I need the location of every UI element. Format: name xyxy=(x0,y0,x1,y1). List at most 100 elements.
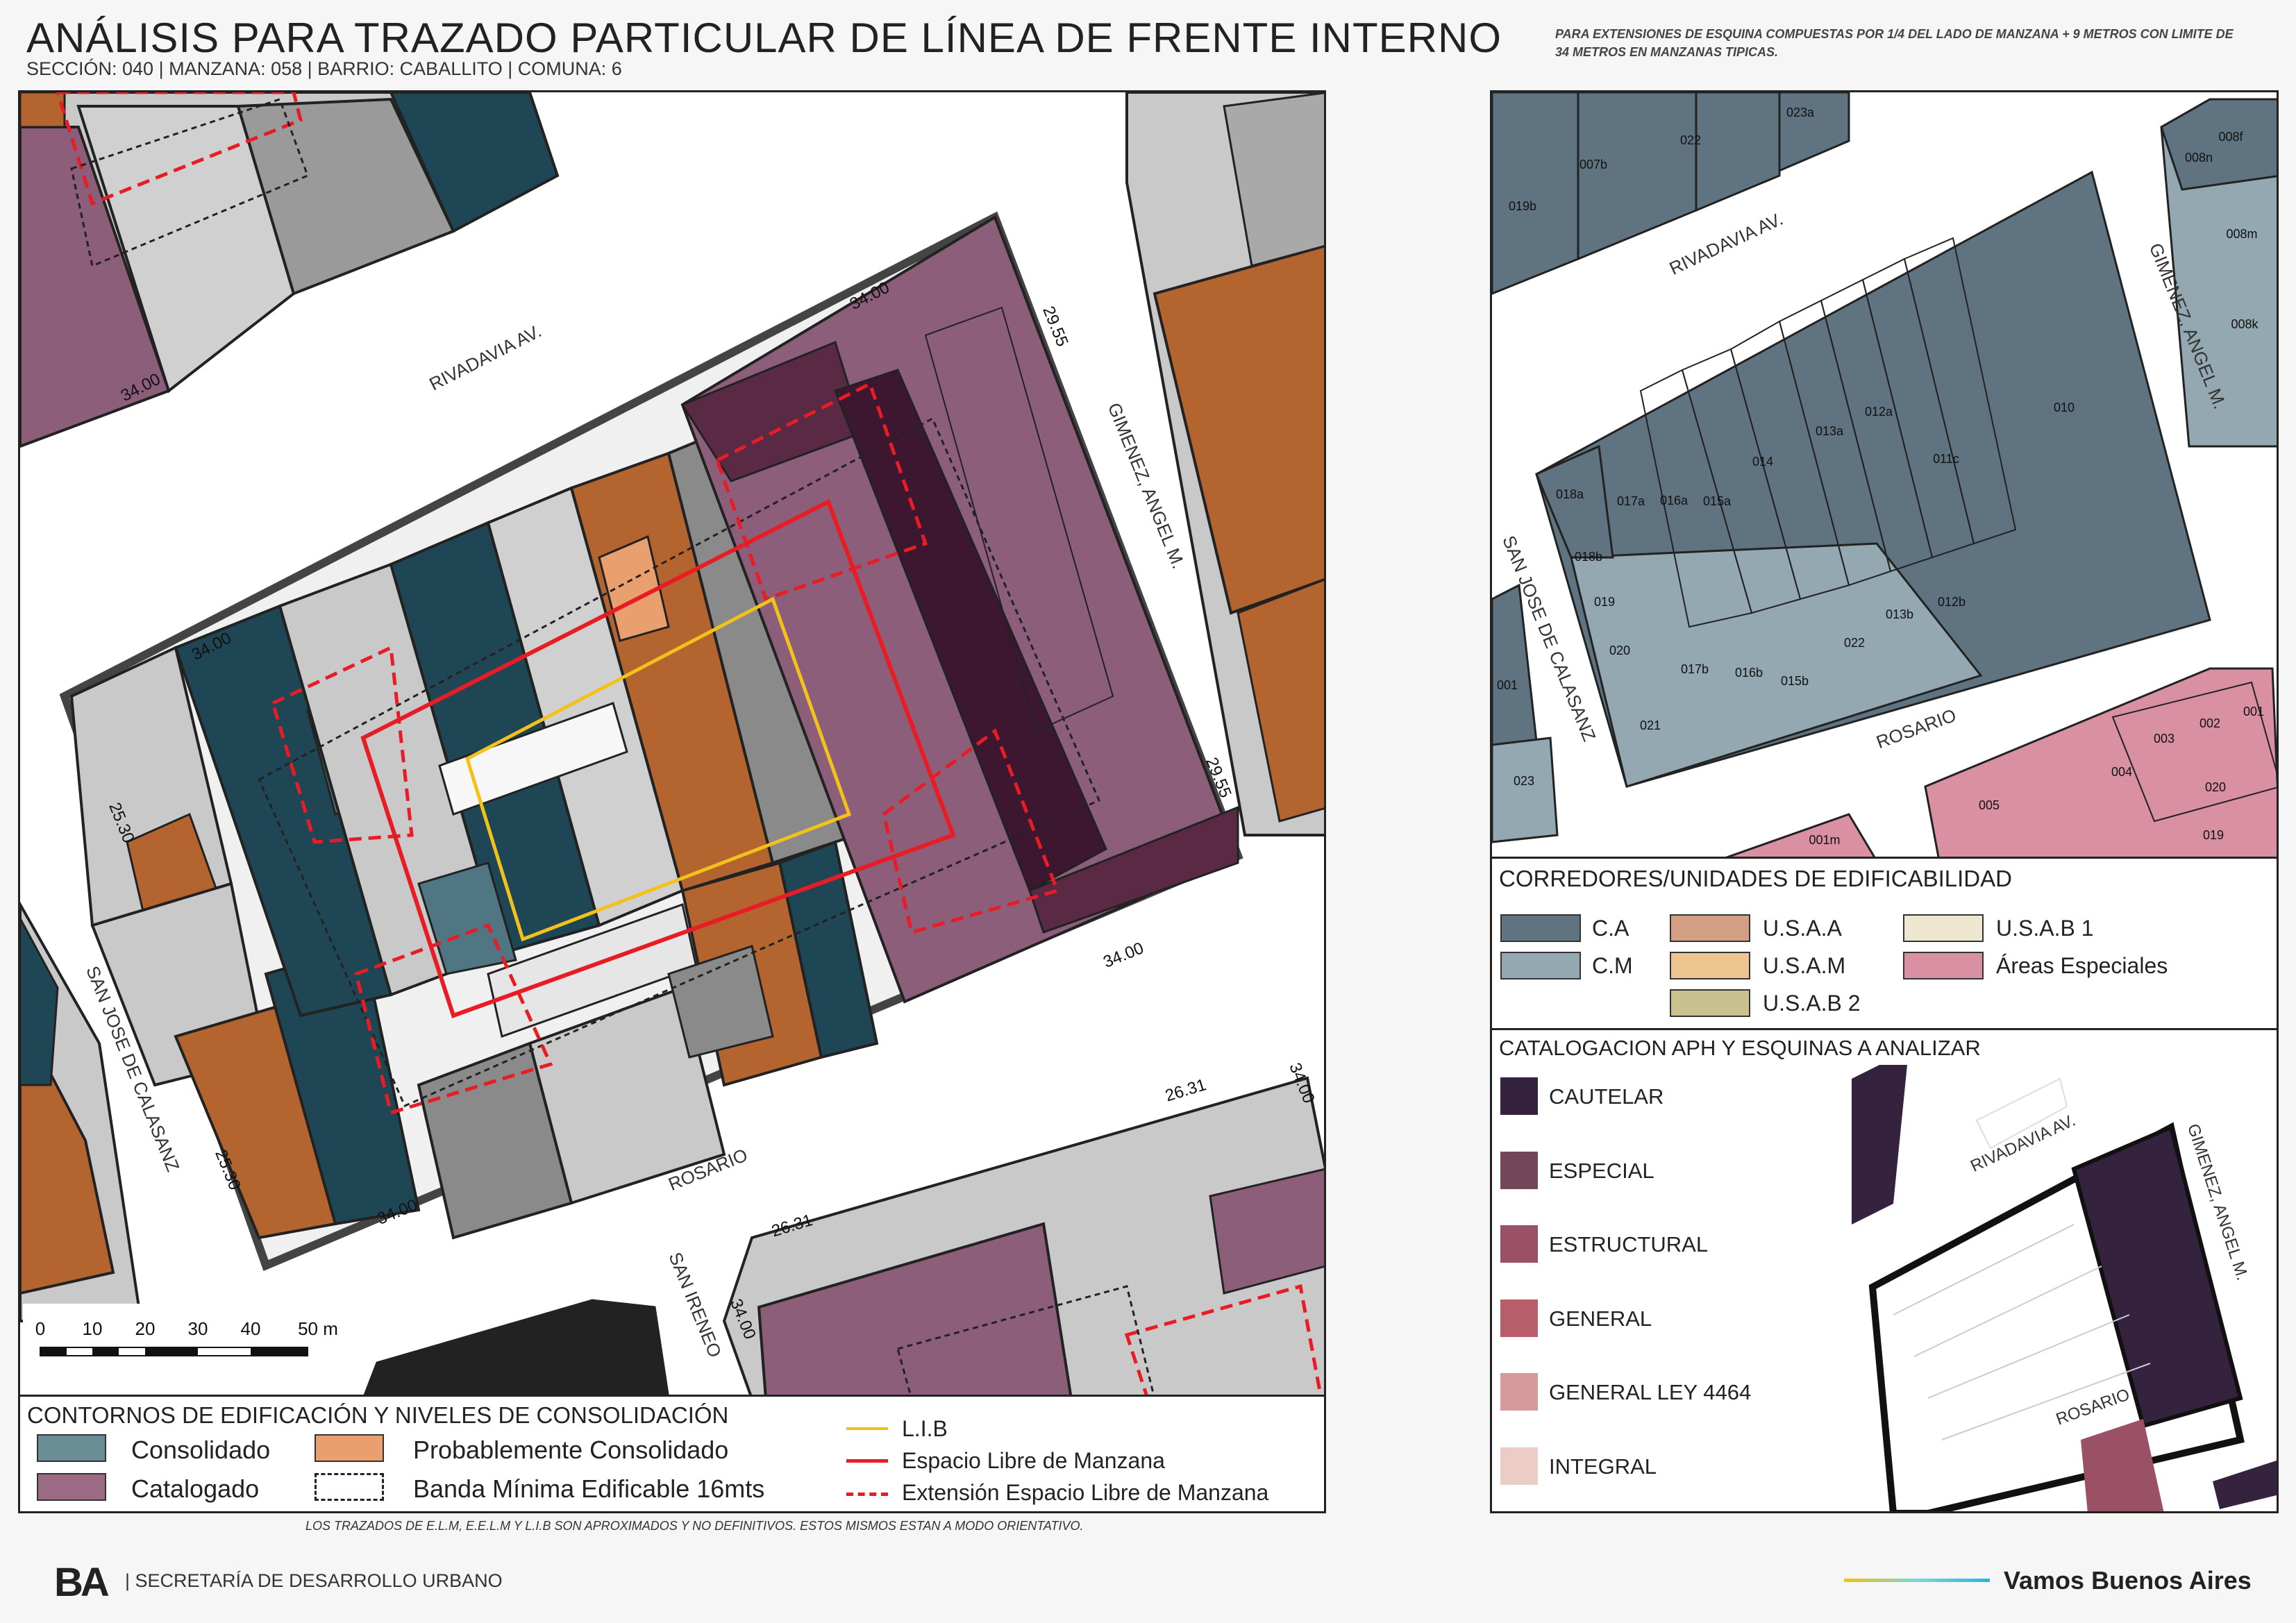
parcel-label: 011c xyxy=(1933,452,1959,466)
locator-map-svg: 019b 007b 022 023a 008f 008n 008m 008k 0… xyxy=(1492,92,2277,857)
legend-swatch-cautelar xyxy=(1500,1077,1538,1115)
legend-swatch-usam xyxy=(1670,952,1750,979)
parcel-label: 001 xyxy=(2243,705,2264,718)
legend-label-ca: C.A xyxy=(1592,916,1629,941)
legend-label-cm: C.M xyxy=(1592,953,1633,978)
legend-label-elm: Espacio Libre de Manzana xyxy=(902,1448,1165,1473)
legend-swatch-catalogado xyxy=(37,1473,106,1501)
secretaria-label: | SECRETARÍA DE DESARROLLO URBANO xyxy=(125,1570,503,1591)
ba-logo: BA xyxy=(54,1560,110,1605)
legend-label-usab2: U.S.A.B 2 xyxy=(1763,991,1861,1016)
parcel-label: 012b xyxy=(1938,595,1966,609)
legend-swatch-areas-especiales xyxy=(1903,952,1984,979)
legend-swatch-usab2 xyxy=(1670,989,1750,1017)
legend-label-catalogado: Catalogado xyxy=(131,1474,260,1503)
page-title: ANÁLISIS PARA TRAZADO PARTICULAR DE LÍNE… xyxy=(26,15,1502,61)
legend-corredores: CORREDORES/UNIDADES DE EDIFICABILIDAD C.… xyxy=(1490,857,2279,1030)
legend-swatch-usaa xyxy=(1670,914,1750,942)
main-map-svg: RIVADAVIA AV. GIMENEZ, ANGEL M. SAN JOSE… xyxy=(20,92,1324,1395)
parcel-label: 017b xyxy=(1681,662,1709,676)
scale-label: 10 xyxy=(83,1318,103,1339)
parcel-label: 001m xyxy=(1809,833,1840,847)
parcel-label: 017a xyxy=(1617,494,1645,508)
parcel-label: 001 xyxy=(1497,678,1518,692)
parcel-label: 019b xyxy=(1509,199,1536,213)
slogan: Vamos Buenos Aires xyxy=(2004,1566,2252,1595)
parcel-label: 019 xyxy=(2203,828,2224,842)
header-note: PARA EXTENSIONES DE ESQUINA COMPUESTAS P… xyxy=(1555,27,2234,59)
se-block xyxy=(722,1076,1324,1395)
legend-label-especial: ESPECIAL xyxy=(1549,1159,1654,1183)
slogan-gradient-line xyxy=(1844,1579,1990,1582)
locator-map[interactable]: 019b 007b 022 023a 008f 008n 008m 008k 0… xyxy=(1490,90,2279,859)
parcel-label: 013b xyxy=(1886,607,1913,621)
parcel-label: 002 xyxy=(2199,716,2220,730)
parcel-label: 020 xyxy=(2205,780,2226,794)
legend-label-general-ley-4464: GENERAL LEY 4464 xyxy=(1549,1380,1752,1404)
parcel-label: 008k xyxy=(2231,317,2259,331)
main-block xyxy=(59,211,1243,1272)
legend-label-general: GENERAL xyxy=(1549,1306,1652,1331)
legend-label-usab1: U.S.A.B 1 xyxy=(1996,916,2094,941)
parcel-label: 015b xyxy=(1781,674,1809,688)
legend-swatch-probablemente xyxy=(315,1434,384,1462)
legend-swatch-usab1 xyxy=(1903,914,1984,942)
parcel-label: 003 xyxy=(2154,732,2175,746)
legend-swatch-especial xyxy=(1500,1152,1538,1189)
espacio-libre-manzana xyxy=(360,498,956,1018)
legend-swatch-cm xyxy=(1500,952,1581,979)
parcel-label: 012a xyxy=(1865,405,1893,419)
legend-swatch-banda xyxy=(315,1473,384,1501)
parcel-label: 018b xyxy=(1575,550,1602,564)
scale-label: 20 xyxy=(135,1318,156,1339)
dim-label: 34.00 xyxy=(1100,939,1146,972)
catalogacion-inset-map: RIVADAVIA AV. GIMENEZ, ANGEL M. ROSARIO xyxy=(1852,1065,2277,1511)
scale-label: 30 xyxy=(188,1318,208,1339)
parcel-label: 005 xyxy=(1979,798,2000,812)
legend-label-probablemente: Probablemente Consolidado xyxy=(413,1436,729,1464)
legend-label-integral: INTEGRAL xyxy=(1549,1454,1657,1479)
parcel-label: 019 xyxy=(1594,595,1615,609)
dim-label: 26.31 xyxy=(1163,1075,1208,1105)
legend-swatch-consolidado xyxy=(37,1434,106,1462)
main-map[interactable]: RIVADAVIA AV. GIMENEZ, ANGEL M. SAN JOSE… xyxy=(18,90,1326,1397)
legend-line-eelm xyxy=(846,1492,888,1496)
parcel-label: 022 xyxy=(1844,636,1865,650)
scale-label: 50 m xyxy=(298,1318,338,1339)
legend-label-estructural: ESTRUCTURAL xyxy=(1549,1232,1709,1256)
parcel-label: 023 xyxy=(1514,774,1534,788)
legend-line-elm xyxy=(846,1459,888,1463)
parcel-label: 015a xyxy=(1703,494,1732,508)
scale-label: 40 xyxy=(241,1318,261,1339)
legend-swatch-ca xyxy=(1500,914,1581,942)
parcel-label: 013a xyxy=(1816,424,1844,438)
legend-catalogacion: CATALOGACION APH Y ESQUINAS A ANALIZAR C… xyxy=(1490,1028,2279,1513)
legend-corredores-title: CORREDORES/UNIDADES DE EDIFICABILIDAD xyxy=(1499,866,2012,891)
legend-swatch-integral xyxy=(1500,1447,1538,1485)
legend-label-eelm: Extensión Espacio Libre de Manzana xyxy=(902,1480,1269,1505)
parcel-label: 004 xyxy=(2111,765,2132,779)
legend-label-consolidado: Consolidado xyxy=(131,1436,271,1464)
scale-label: 0 xyxy=(35,1318,45,1339)
parcel-label: 023a xyxy=(1786,106,1815,119)
parcel-label: 018a xyxy=(1556,487,1584,501)
ne-block xyxy=(1125,92,1324,836)
legend-label-cautelar: CAUTELAR xyxy=(1549,1084,1664,1109)
page-subtitle: SECCIÓN: 040 | MANZANA: 058 | BARRIO: CA… xyxy=(26,58,622,79)
legend-label-lib: L.I.B xyxy=(902,1416,948,1441)
street-rivadavia: RIVADAVIA AV. xyxy=(426,320,544,394)
nw-block xyxy=(20,92,560,448)
scale-bar: 0 10 20 30 40 50 m xyxy=(23,1304,349,1359)
legend-label-usam: U.S.A.M xyxy=(1763,953,1846,978)
banda-minima-edificable xyxy=(258,417,1100,1107)
street-san-ireneo: SAN IRENEO xyxy=(664,1250,726,1361)
legend-main: CONTORNOS DE EDIFICACIÓN Y NIVELES DE CO… xyxy=(18,1395,1326,1513)
parcel-label: 010 xyxy=(2054,401,2075,414)
parcel-label: 022 xyxy=(1680,133,1701,147)
parcel-label: 008n xyxy=(2185,151,2213,165)
legend-main-title: CONTORNOS DE EDIFICACIÓN Y NIVELES DE CO… xyxy=(27,1402,729,1428)
legend-catalogacion-title: CATALOGACION APH Y ESQUINAS A ANALIZAR xyxy=(1499,1036,1981,1060)
legend-label-banda: Banda Mínima Edificable 16mts xyxy=(413,1474,765,1503)
legend-label-areas-especiales: Áreas Especiales xyxy=(1996,953,2168,978)
parcel-label: 020 xyxy=(1609,644,1630,657)
